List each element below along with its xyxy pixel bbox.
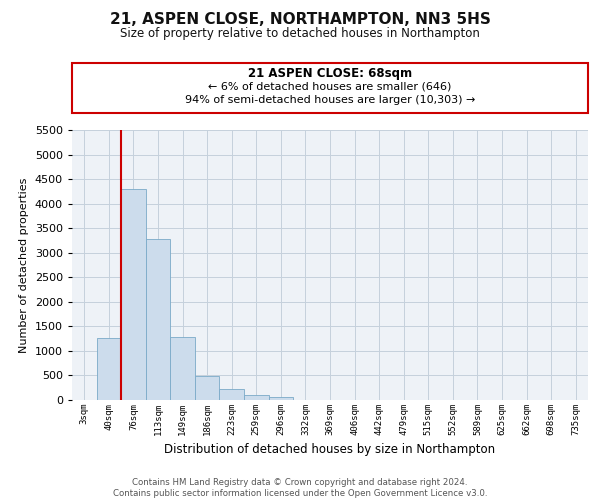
X-axis label: Distribution of detached houses by size in Northampton: Distribution of detached houses by size … [164, 444, 496, 456]
Bar [97, 338, 121, 400]
Text: 94% of semi-detached houses are larger (10,303) →: 94% of semi-detached houses are larger (… [185, 95, 475, 105]
Bar [244, 395, 269, 400]
Bar [121, 189, 146, 400]
Text: 21, ASPEN CLOSE, NORTHAMPTON, NN3 5HS: 21, ASPEN CLOSE, NORTHAMPTON, NN3 5HS [110, 12, 490, 28]
Text: Contains HM Land Registry data © Crown copyright and database right 2024.
Contai: Contains HM Land Registry data © Crown c… [113, 478, 487, 498]
Bar [146, 239, 170, 400]
Text: ← 6% of detached houses are smaller (646): ← 6% of detached houses are smaller (646… [208, 82, 452, 92]
Bar [195, 376, 220, 400]
Bar [170, 336, 195, 400]
Text: Size of property relative to detached houses in Northampton: Size of property relative to detached ho… [120, 28, 480, 40]
Text: 21 ASPEN CLOSE: 68sqm: 21 ASPEN CLOSE: 68sqm [248, 66, 412, 80]
Bar [269, 397, 293, 400]
Y-axis label: Number of detached properties: Number of detached properties [19, 178, 29, 352]
Bar [220, 388, 244, 400]
